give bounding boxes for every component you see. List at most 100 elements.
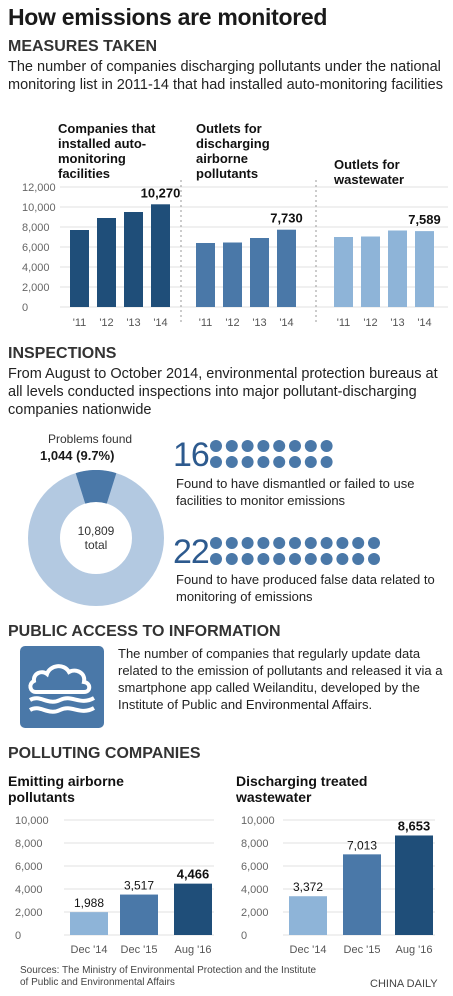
stat-text-22: Found to have produced false data relate… xyxy=(176,572,435,604)
public-text: The number of companies that regularly u… xyxy=(118,646,443,712)
measures-xtick: '14 xyxy=(279,317,293,329)
polluting-bar-charts: 10,000 8,000 6,000 4,000 2,000 0 1,988 Dec '14 3… xyxy=(15,815,435,956)
measures-value-label: 7,589 xyxy=(408,212,441,227)
wastewater-ytick: 0 xyxy=(241,930,247,942)
measures-xtick: '11 xyxy=(73,317,87,329)
airborne-xtick: Dec '15 xyxy=(121,944,158,956)
inspections-donut-chart xyxy=(28,470,164,606)
stat-dot xyxy=(273,440,286,452)
stat-dot xyxy=(368,537,380,549)
stat-dot xyxy=(320,456,333,468)
stat-dot xyxy=(257,456,270,468)
measures-ytick: 8,000 xyxy=(22,222,50,234)
airborne-value-label: 4,466 xyxy=(177,867,210,882)
measures-xtick: '12 xyxy=(363,317,377,329)
stat-dot xyxy=(289,456,301,468)
stat-dot xyxy=(289,537,301,549)
stat-dot xyxy=(257,553,270,565)
polluting-heading: POLLUTING COMPANIES xyxy=(8,745,201,762)
measures-ytick: 0 xyxy=(22,302,28,314)
measures-bar xyxy=(223,242,242,307)
airborne-value-label: 3,517 xyxy=(124,879,154,893)
stat-dot xyxy=(368,553,380,565)
measures-xtick: '11 xyxy=(199,317,213,329)
public-heading: PUBLIC ACCESS TO INFORMATION xyxy=(8,623,281,640)
stat-dot xyxy=(241,456,254,468)
wastewater-xtick: Aug '16 xyxy=(396,944,433,956)
stat-number-22: 22 xyxy=(173,533,210,571)
donut-center: 10,809 total xyxy=(66,524,126,552)
problems-found-label: Problems found xyxy=(48,432,133,446)
stat-dot xyxy=(352,537,365,549)
inspections-description: From August to October 2014, environment… xyxy=(8,366,438,418)
stat-dot xyxy=(241,440,254,452)
wastewater-ytick: 10,000 xyxy=(241,815,275,827)
inspections-heading: INSPECTIONS xyxy=(8,345,117,362)
airborne-chart-title: Emitting airborne pollutants xyxy=(8,773,124,805)
credit-text: CHINA DAILY xyxy=(370,978,438,990)
measures-xtick: '13 xyxy=(252,317,266,329)
stat-dot xyxy=(336,537,349,549)
measures-description: The number of companies discharging poll… xyxy=(8,59,443,93)
airborne-ytick: 0 xyxy=(15,930,21,942)
measures-ytick: 6,000 xyxy=(22,242,50,254)
wastewater-bar xyxy=(343,854,381,935)
measures-ytick: 2,000 xyxy=(22,282,50,294)
measures-xtick: '13 xyxy=(126,317,140,329)
measures-bar xyxy=(97,218,116,307)
measures-xtick: '13 xyxy=(390,317,404,329)
measures-value-label: 7,730 xyxy=(270,211,303,226)
donut-total-label: total xyxy=(84,538,108,552)
stat-dot xyxy=(304,456,317,468)
stat-dot xyxy=(273,456,286,468)
stat-dot xyxy=(304,537,317,549)
stat-dot xyxy=(225,456,238,468)
stat-dot xyxy=(289,440,301,452)
stat-dot xyxy=(210,440,222,452)
wastewater-ytick: 4,000 xyxy=(241,884,269,896)
stat-dot xyxy=(289,553,301,565)
wastewater-chart-title: Discharging treated wastewater xyxy=(236,773,368,805)
measures-xtick: '14 xyxy=(153,317,167,329)
stat-dot xyxy=(273,553,286,565)
measures-xtick: '14 xyxy=(417,317,431,329)
wastewater-value-label: 8,653 xyxy=(398,818,431,833)
stat-dot xyxy=(225,440,238,452)
stat-dot xyxy=(273,537,286,549)
stat-dot xyxy=(320,537,333,549)
stat-dot xyxy=(257,537,270,549)
measures-ytick: 10,000 xyxy=(22,202,56,214)
stat-text-16: Found to have dismantled or failed to us… xyxy=(176,476,415,508)
measures-bar xyxy=(415,231,434,307)
airborne-bar xyxy=(174,883,212,935)
measures-bar xyxy=(151,204,170,307)
measures-xtick: '12 xyxy=(225,317,239,329)
problems-found-value: 1,044 (9.7%) xyxy=(40,448,115,463)
airborne-ytick: 8,000 xyxy=(15,838,43,850)
stat-dots-16 xyxy=(210,440,333,468)
wastewater-bar xyxy=(289,896,327,935)
measures-bar xyxy=(388,230,407,307)
group-label-wastewater: Outlets for wastewater xyxy=(334,157,405,187)
stat-dot xyxy=(225,553,238,565)
wastewater-bar xyxy=(395,835,433,935)
stat-dot xyxy=(241,537,254,549)
airborne-ytick: 4,000 xyxy=(15,884,43,896)
wastewater-ytick: 2,000 xyxy=(241,907,269,919)
measures-xtick: '12 xyxy=(99,317,113,329)
stat-dot xyxy=(320,440,333,452)
wastewater-value-label: 3,372 xyxy=(293,880,323,894)
airborne-value-label: 1,988 xyxy=(74,896,104,910)
wastewater-ytick: 8,000 xyxy=(241,838,269,850)
stat-number-16: 16 xyxy=(173,436,210,474)
measures-bar-chart: 12,000 10,000 8,000 6,000 4,000 2,000 0 '11 '12 '… xyxy=(22,180,448,329)
airborne-bar xyxy=(120,894,158,935)
measures-bar xyxy=(334,237,353,307)
cloud-wave-icon xyxy=(20,646,104,728)
measures-bar xyxy=(277,229,296,307)
stat-dot xyxy=(304,440,317,452)
sources-text: Sources: The Ministry of Environmental P… xyxy=(20,965,317,988)
stat-dot xyxy=(257,440,270,452)
stat-dot xyxy=(320,553,333,565)
airborne-ytick: 10,000 xyxy=(15,815,49,827)
